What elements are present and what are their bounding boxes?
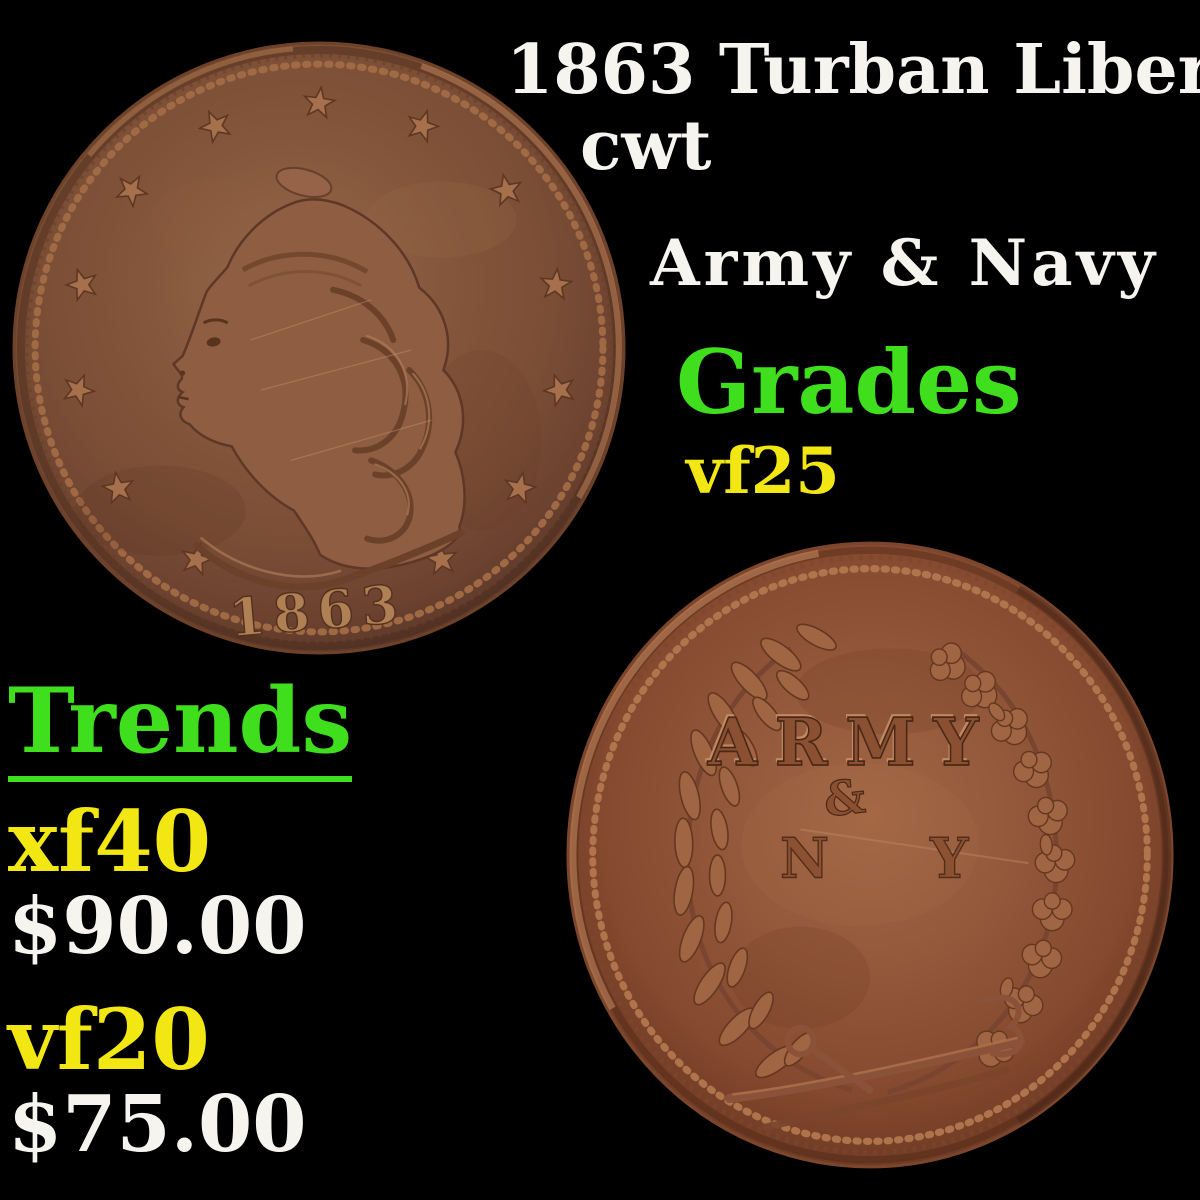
trend-price-1: $90.00 xyxy=(8,881,307,972)
title-line2: cwt xyxy=(580,106,712,186)
subtitle-army-navy: Army & Navy xyxy=(650,226,1159,301)
legend-y: Y xyxy=(929,826,969,891)
bust-curve xyxy=(193,529,465,591)
grades-label: Grades xyxy=(676,330,1022,434)
obverse-rim-highlight-upper-left xyxy=(87,46,294,157)
trends-label-text: Trends xyxy=(8,676,353,782)
trends-label: Trends xyxy=(8,676,353,782)
title-line1: 1863 Turban Liberty xyxy=(506,30,1200,110)
reverse-coin-photo: ARMY ARMY & N Y xyxy=(566,541,1174,1169)
obverse-beaded-border xyxy=(31,60,607,636)
reverse-beaded-border xyxy=(589,565,1151,1145)
reverse-rim-dark-arc xyxy=(1016,585,1172,1125)
obverse-rim-highlight-right xyxy=(420,63,622,499)
field-scratch xyxy=(800,828,1029,865)
reverse-rim-highlight xyxy=(569,549,820,1011)
obverse-coin-photo: 1863 xyxy=(12,41,626,655)
eye xyxy=(206,337,221,347)
legend-army: ARMY xyxy=(707,705,996,781)
trend-grade-1: xf40 xyxy=(8,792,212,891)
legend-n: N xyxy=(780,826,829,891)
liberty-head xyxy=(171,166,466,591)
grade-value: vf25 xyxy=(686,434,840,509)
anchor-ring xyxy=(784,1024,817,1058)
trend-grade-2: vf20 xyxy=(8,990,210,1089)
obverse-coin: 1863 xyxy=(12,41,626,655)
trend-price-2: $75.00 xyxy=(8,1079,307,1170)
legend-ampersand: & xyxy=(821,768,867,827)
reverse-legend: ARMY ARMY & N Y xyxy=(705,702,996,891)
obverse-denticles xyxy=(23,52,615,644)
anchor-hook xyxy=(983,994,1024,1058)
wreath-laurel-left xyxy=(673,623,853,1093)
cap-band xyxy=(241,251,369,274)
reverse-coin: ARMY ARMY & N Y xyxy=(566,541,1174,1169)
turban-cap-knob xyxy=(275,166,333,199)
crossed-cannon-anchor xyxy=(724,994,1025,1131)
scratches xyxy=(250,299,432,461)
reverse-denticles xyxy=(579,554,1161,1156)
legend-army-highlight: ARMY xyxy=(705,702,994,778)
